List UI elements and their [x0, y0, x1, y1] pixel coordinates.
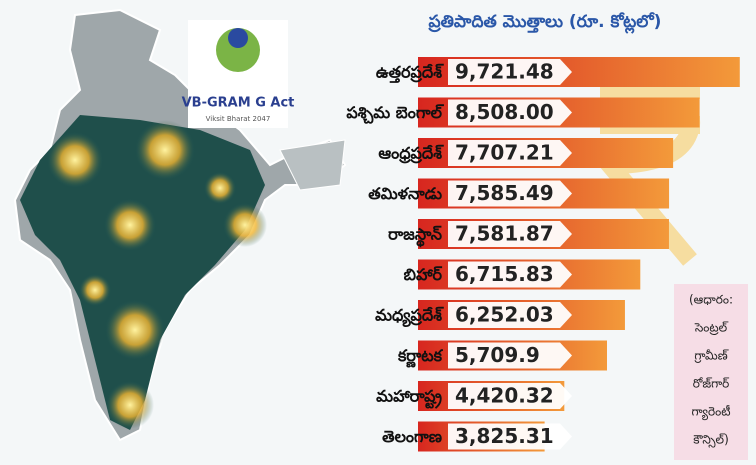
value-label: 9,721.48	[455, 60, 554, 84]
source-box	[674, 284, 748, 460]
logo: VB-GRAM G Act Viksit Bharat 2047	[182, 20, 295, 128]
category-label: తమిళనాడు	[368, 184, 442, 203]
category-label: తెలంగాణ	[382, 427, 442, 446]
value-label-box	[448, 302, 572, 328]
value-label-box	[448, 383, 572, 409]
value-label-box	[448, 423, 572, 450]
category-label: రాజస్థాన్	[388, 225, 442, 248]
category-label: కర్ణాటక	[397, 346, 444, 368]
value-label: 7,585.49	[455, 181, 554, 205]
map	[13, 8, 347, 442]
value-label: 7,707.21	[455, 141, 554, 165]
value-label-box	[448, 261, 572, 288]
source-note: గ్యారెంటీ	[691, 405, 730, 421]
value-label: 6,252.03	[455, 303, 554, 327]
logo-subtext: Viksit Bharat 2047	[206, 115, 271, 123]
value-label-box	[448, 342, 572, 369]
value-label-box	[448, 140, 572, 166]
source-note: (ఆధారం:	[689, 293, 733, 307]
value-label-box	[448, 59, 572, 85]
category-label: మహారాష్ట్ర	[376, 387, 442, 410]
value-label: 7,581.87	[455, 222, 554, 246]
logo-text: VB-GRAM G Act	[182, 96, 295, 111]
value-label: 3,825.31	[455, 424, 554, 448]
category-label: బిహార్	[404, 265, 443, 284]
value-label: 4,420.32	[455, 384, 554, 408]
value-label: 6,715.83	[455, 262, 554, 286]
chart-title: ప్రతిపాదిత మొత్తాలు (రూ. కోట్లలో)	[428, 12, 662, 34]
source-note: కౌన్సిల్)	[693, 433, 729, 449]
value-label-box	[448, 221, 572, 247]
category-label: పశ్చిమ బెంగాల్	[346, 103, 444, 124]
value-label: 8,508.00	[455, 100, 554, 124]
source-note: గ్రామీణ్	[694, 349, 728, 364]
value-label-box	[448, 99, 572, 126]
category-label: ఉత్తరప్రదేశ్	[376, 63, 444, 84]
value-label-box	[448, 180, 572, 207]
category-label: మధ్యప్రదేశ్	[375, 306, 444, 328]
source-note: సెంట్రల్	[694, 321, 729, 336]
category-label: ఆంధ్రప్రదేశ్	[378, 144, 444, 164]
value-label: 5,709.9	[455, 343, 540, 367]
source-note: రోజ్‌గార్	[693, 377, 730, 391]
